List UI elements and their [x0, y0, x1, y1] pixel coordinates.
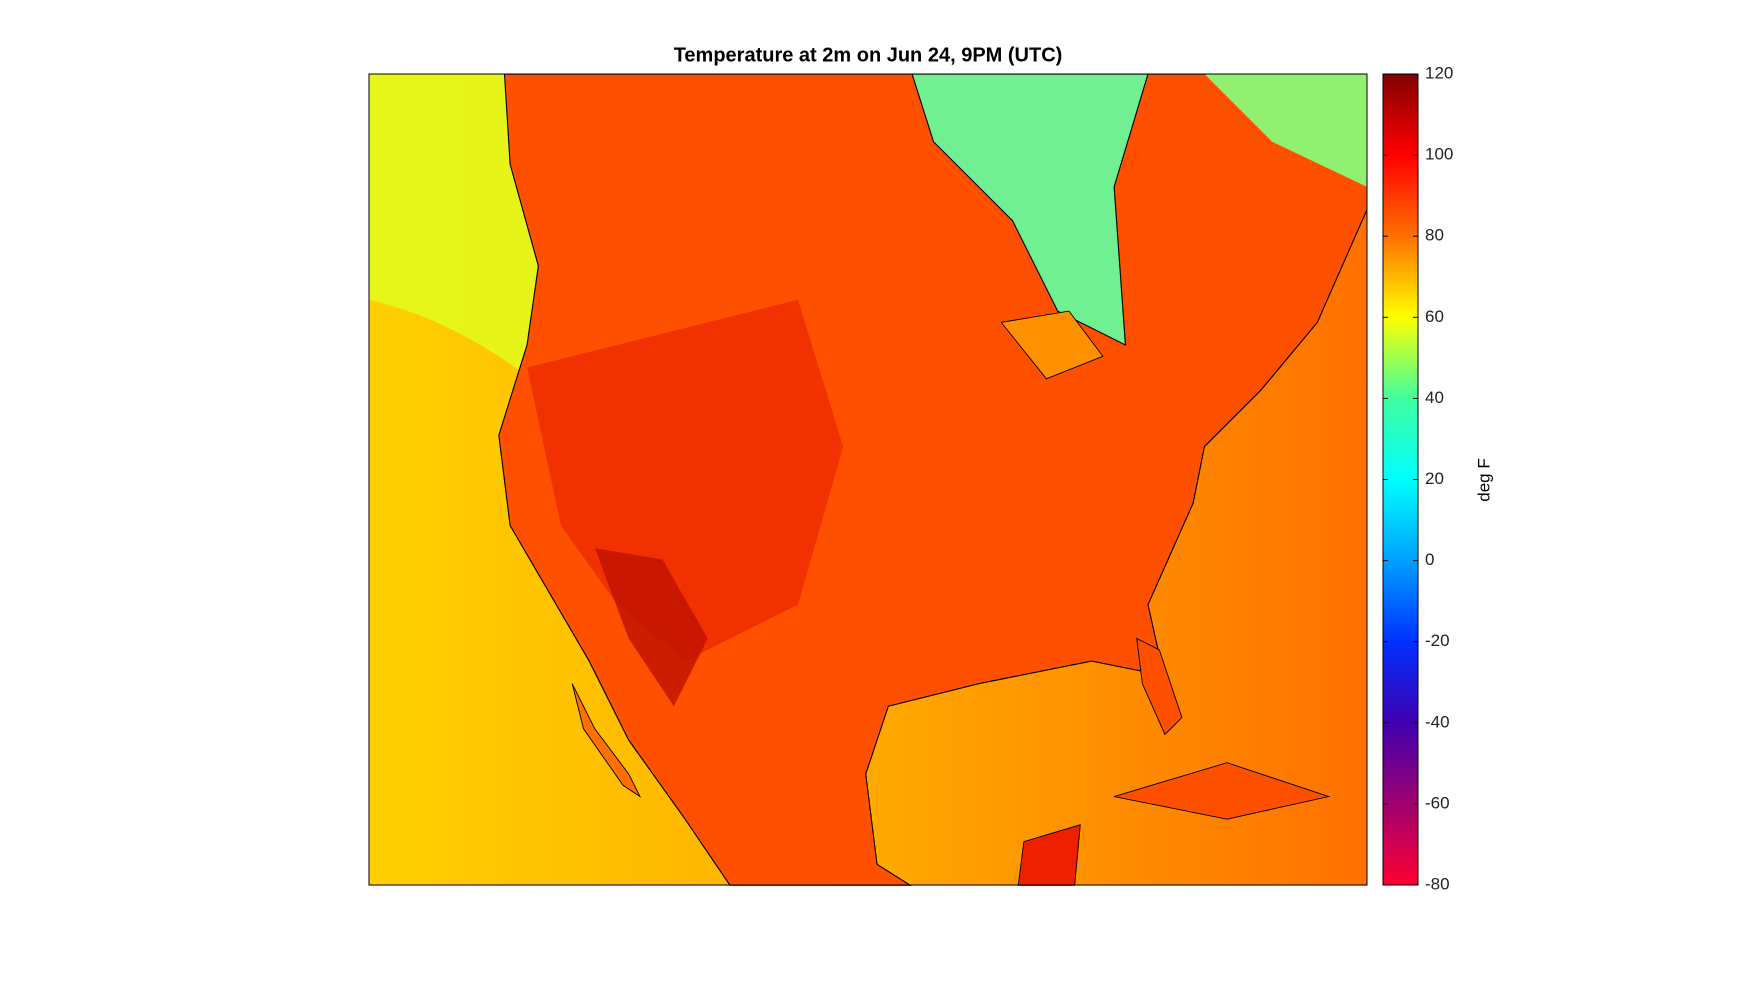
baja [571, 683, 642, 798]
colorbar-tick-label: -40 [1425, 712, 1450, 731]
map-title: Temperature at 2m on Jun 24, 9PM (UTC) [674, 44, 1063, 66]
south-america [1017, 824, 1081, 886]
colorbar-tick-label: -20 [1425, 631, 1450, 650]
cuba [1114, 762, 1331, 820]
hudson-bay [911, 74, 1149, 346]
colorbar-tick-label: 40 [1425, 388, 1444, 407]
colorbar-tick-label: 80 [1425, 226, 1444, 245]
great-lakes [1000, 310, 1104, 380]
colorbar-label: deg F [1474, 458, 1493, 501]
map-frame [368, 73, 1368, 886]
colorbar-tick-label: 0 [1425, 550, 1434, 569]
colorbar-tick-label: -80 [1425, 874, 1450, 893]
colorbar-tick-label: 60 [1425, 307, 1444, 326]
map [369, 74, 1368, 886]
colorbar-tick-label: 120 [1425, 63, 1453, 82]
colorbar [1382, 73, 1419, 886]
land [498, 74, 1368, 886]
colorbar-tick-label: 20 [1425, 469, 1444, 488]
colorbar-tick-label: 100 [1425, 145, 1453, 164]
cool-northeast [1204, 74, 1368, 187]
florida [1136, 637, 1183, 736]
hottest-desert [594, 548, 708, 707]
colorbar-tick-label: -60 [1425, 793, 1450, 812]
